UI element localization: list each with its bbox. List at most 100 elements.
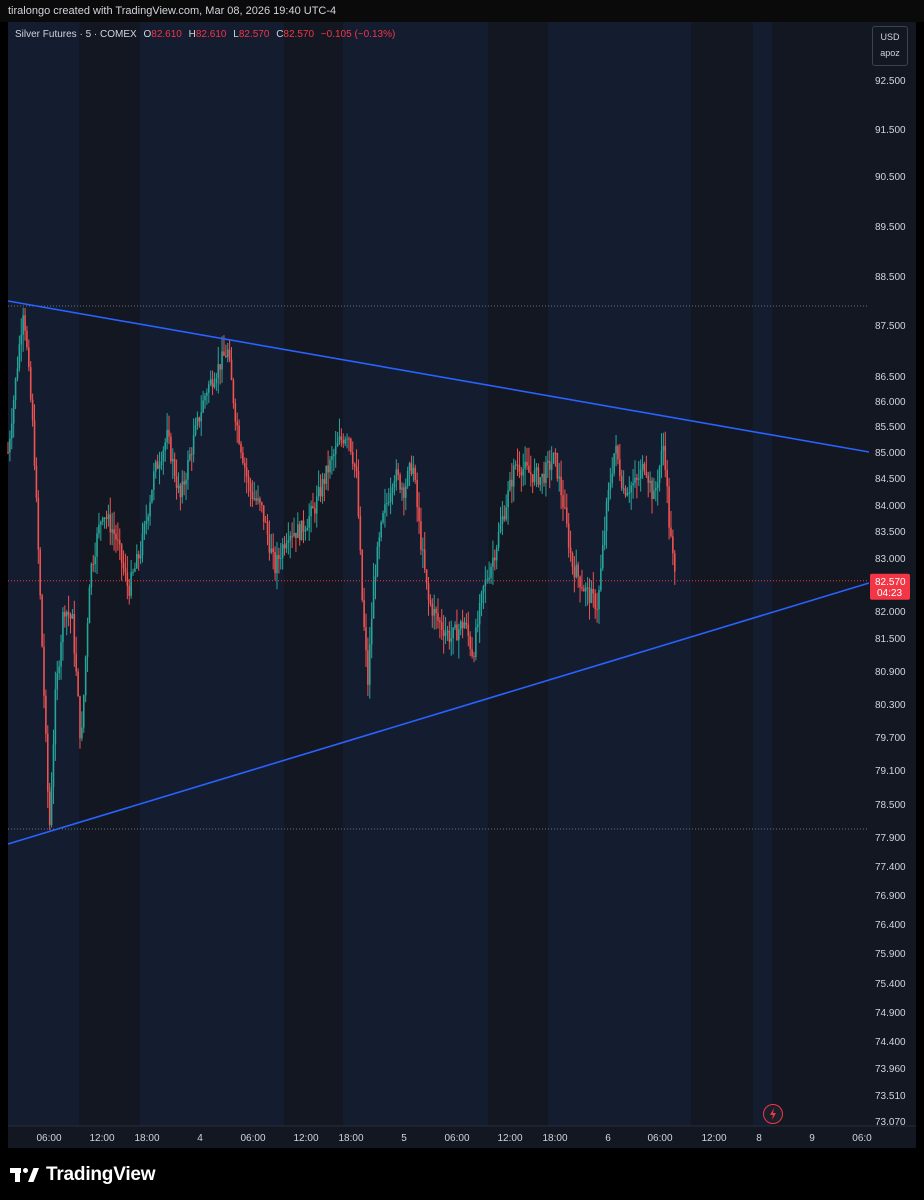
currency-scale-button[interactable]: USD apoz — [872, 26, 908, 66]
candle-body — [378, 537, 381, 547]
candle-body — [444, 632, 447, 636]
footer — [0, 1148, 924, 1200]
candle-body — [382, 512, 384, 523]
candle-body — [560, 476, 562, 496]
candle-body — [223, 351, 225, 356]
price-tick-label: 83.000 — [875, 554, 906, 565]
candle-body — [620, 475, 623, 489]
candle-body — [583, 588, 585, 592]
candle-body — [431, 603, 434, 616]
candle-body — [365, 627, 367, 651]
candle-body — [427, 583, 430, 600]
candle-body — [249, 482, 252, 492]
candle-body — [613, 453, 615, 474]
candle-body — [287, 540, 290, 543]
candle-body — [673, 553, 676, 572]
candle-body — [558, 476, 561, 479]
session-bands — [8, 22, 772, 1126]
candle-body — [626, 493, 629, 496]
symbol-name: Silver Futures · 5 · COMEX — [15, 29, 137, 40]
candle-body — [384, 504, 386, 513]
candle-body — [278, 555, 280, 559]
candle-body — [656, 482, 659, 489]
candle-body — [660, 450, 663, 467]
candle-body — [164, 442, 167, 451]
candle-body — [567, 523, 570, 548]
candle-body — [234, 403, 237, 422]
candle-body — [495, 547, 498, 561]
candle-body — [355, 466, 358, 471]
candle-body — [137, 554, 140, 559]
time-tick-label: 4 — [197, 1133, 203, 1144]
candle-body — [65, 611, 68, 617]
candle-body — [64, 612, 66, 617]
candle-body — [361, 550, 364, 600]
candle-body — [257, 498, 259, 501]
candle-body — [71, 613, 74, 619]
candle-body — [649, 480, 651, 483]
candle-body — [117, 539, 119, 541]
candle-body — [435, 608, 437, 614]
candle-body — [75, 653, 77, 672]
candle-body — [386, 503, 388, 505]
high-value: 82.610 — [195, 29, 227, 40]
candle-body — [529, 472, 532, 475]
candle-body — [393, 480, 396, 488]
candle-body — [319, 486, 322, 497]
candle-body — [643, 463, 646, 472]
candle-body — [465, 622, 468, 625]
candle-body — [458, 629, 460, 641]
time-tick-label: 5 — [401, 1133, 407, 1144]
candle-body — [242, 452, 244, 464]
candle-body — [433, 608, 435, 616]
candle-body — [306, 527, 309, 531]
candle-body — [562, 495, 564, 508]
candle-body — [86, 623, 89, 657]
session-band — [343, 22, 488, 1126]
candle-body — [253, 498, 256, 500]
candle-body — [168, 429, 170, 437]
candle-body — [200, 412, 203, 422]
price-tick-label: 89.500 — [875, 222, 906, 233]
candle-body — [312, 506, 314, 509]
candle-body — [153, 471, 155, 490]
candle-body — [79, 696, 81, 739]
candle-body — [554, 452, 557, 454]
candle-body — [289, 535, 292, 541]
price-tick-label: 73.960 — [875, 1064, 906, 1075]
candle-body — [314, 508, 316, 514]
time-tick-label: 06:00 — [647, 1133, 672, 1144]
price-tick-label: 87.500 — [875, 321, 906, 332]
time-tick-label: 12:00 — [293, 1133, 318, 1144]
candle-body — [39, 549, 42, 596]
candle-body — [418, 507, 420, 522]
session-band — [140, 22, 284, 1126]
candle-body — [569, 547, 572, 553]
candle-body — [56, 673, 59, 690]
candle-body — [315, 496, 318, 514]
candle-body — [374, 576, 377, 582]
candle-body — [291, 535, 293, 537]
candle-body — [255, 498, 257, 501]
candle-body — [376, 546, 379, 577]
candle-body — [645, 471, 648, 476]
candle-body — [147, 516, 149, 521]
lightning-icon[interactable] — [763, 1104, 783, 1124]
time-tick-label: 06:00 — [444, 1133, 469, 1144]
candle-body — [520, 471, 523, 476]
candle-body — [404, 486, 407, 498]
candle-body — [122, 562, 125, 569]
candle-body — [73, 613, 76, 654]
candle-body — [10, 423, 13, 439]
candle-body — [346, 438, 348, 440]
candle-body — [298, 524, 301, 541]
tradingview-logo[interactable]: TradingView — [10, 1163, 156, 1187]
candle-body — [590, 588, 593, 603]
candle-body — [285, 542, 288, 549]
price-tick-label: 74.400 — [875, 1037, 906, 1048]
candle-body — [297, 524, 299, 538]
candle-body — [573, 566, 576, 578]
price-tick-label: 84.000 — [875, 501, 906, 512]
candle-body — [622, 488, 625, 490]
